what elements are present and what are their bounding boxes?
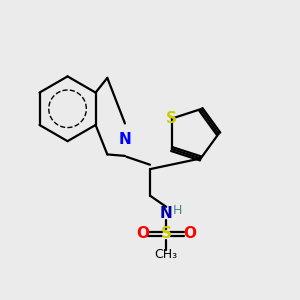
Text: S: S (166, 111, 177, 126)
Text: O: O (136, 226, 149, 242)
Text: H: H (173, 205, 182, 218)
Text: S: S (161, 226, 172, 242)
Text: N: N (118, 132, 131, 147)
Text: CH₃: CH₃ (154, 248, 178, 261)
Text: N: N (160, 206, 172, 221)
Text: O: O (183, 226, 196, 242)
